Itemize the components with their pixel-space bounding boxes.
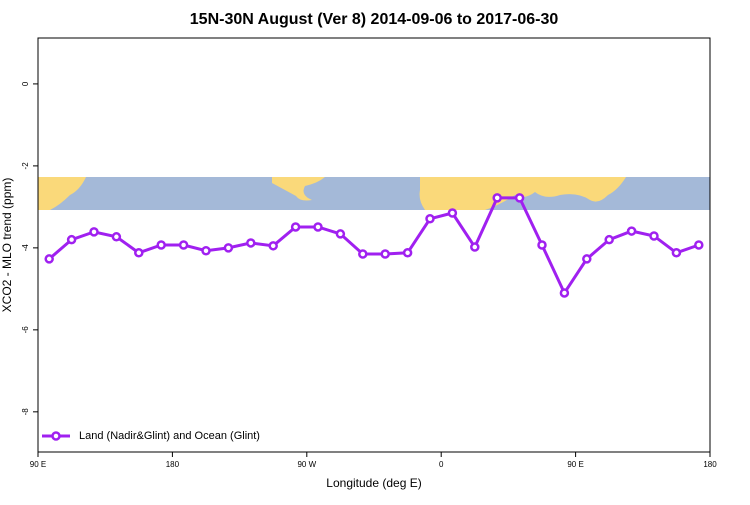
y-tick-label: 0 <box>21 81 30 86</box>
y-axis-label: XCO2 - MLO trend (ppm) <box>0 178 14 313</box>
data-point <box>313 222 323 232</box>
data-point <box>89 227 99 237</box>
data-point <box>559 288 570 298</box>
data-point <box>537 240 547 250</box>
series-line <box>48 196 700 297</box>
x-axis-label: Longitude (deg E) <box>326 476 421 490</box>
data-point <box>66 234 77 245</box>
y-tick-label: -2 <box>21 162 30 170</box>
data-point <box>649 231 659 241</box>
data-point <box>626 226 637 236</box>
data-point <box>111 232 122 242</box>
y-tick-label: -4 <box>21 244 30 252</box>
x-tick-label: 180 <box>703 460 717 469</box>
data-point <box>134 248 144 258</box>
data-point <box>223 243 234 253</box>
data-point <box>380 249 390 259</box>
y-tick-label: -8 <box>21 408 30 416</box>
data-point <box>335 229 346 239</box>
chart-title: 15N-30N August (Ver 8) 2014-09-06 to 201… <box>190 11 559 28</box>
legend-marker <box>51 431 61 441</box>
y-tick-label: -6 <box>21 326 30 334</box>
data-point <box>44 254 54 264</box>
data-point <box>447 208 458 218</box>
data-point <box>671 248 682 258</box>
x-tick-label: 90 E <box>567 460 583 469</box>
legend-label: Land (Nadir&Glint) and Ocean (Glint) <box>79 430 260 442</box>
data-point <box>402 248 413 258</box>
data-point <box>514 193 525 203</box>
map-strip <box>38 177 710 210</box>
data-point <box>470 242 480 252</box>
x-tick-label: 0 <box>439 460 444 469</box>
data-point <box>246 238 256 248</box>
plot-frame <box>37 37 711 453</box>
x-tick-label: 180 <box>166 460 180 469</box>
data-point <box>201 245 211 256</box>
data-point <box>582 254 592 264</box>
data-point <box>358 249 368 259</box>
data-point <box>694 240 704 250</box>
x-tick-label: 90 E <box>30 460 46 469</box>
data-point <box>290 222 301 232</box>
data-point <box>156 240 166 250</box>
data-point <box>492 193 502 203</box>
data-point <box>268 241 278 251</box>
data-point <box>425 214 435 224</box>
data-point <box>604 234 614 245</box>
x-tick-label: 90 W <box>297 460 316 469</box>
data-point <box>178 240 189 250</box>
